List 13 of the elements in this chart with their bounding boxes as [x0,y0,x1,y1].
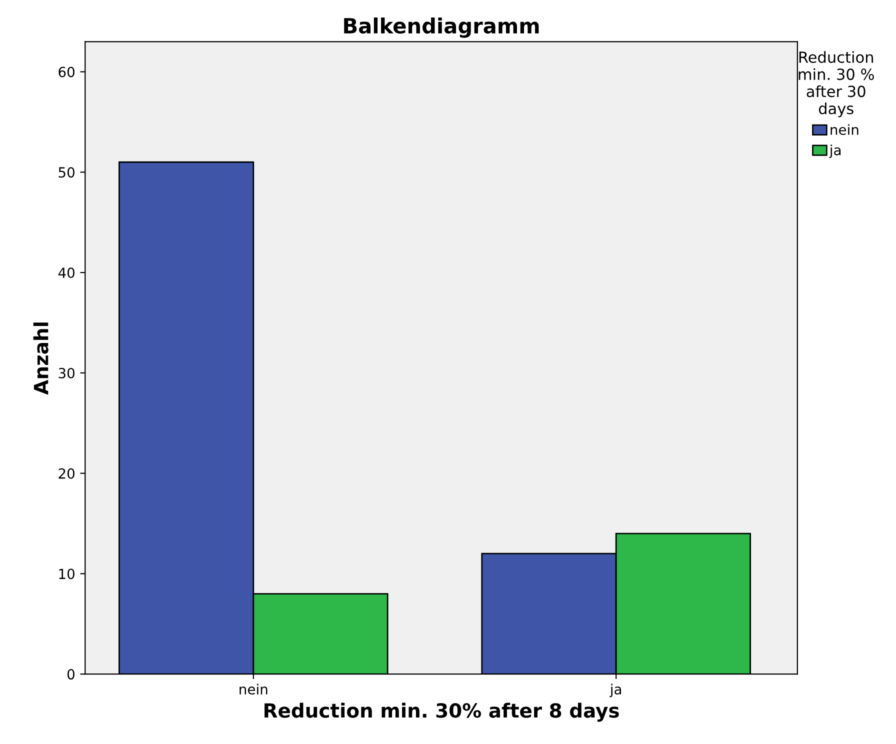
y-tick-label: 60 [58,66,74,78]
y-tick-label: 50 [58,167,74,178]
chart-title: Balkendiagramm [344,18,539,38]
legend-title: Reduction min. 30 % after 30 days [798,51,874,118]
y-axis-title: Anzahl [33,322,48,395]
y-tick-label: 40 [58,268,74,278]
legend-label: nein [830,124,858,135]
legend-label: ja [829,144,841,158]
y-tick-label: 0 [67,669,74,680]
y-tick-label: 30 [58,368,74,378]
y-tick-label: 20 [58,468,74,479]
y-tick-label: 10 [59,568,74,580]
x-axis-title: Reduction min. 30% after 8 days [264,702,619,722]
